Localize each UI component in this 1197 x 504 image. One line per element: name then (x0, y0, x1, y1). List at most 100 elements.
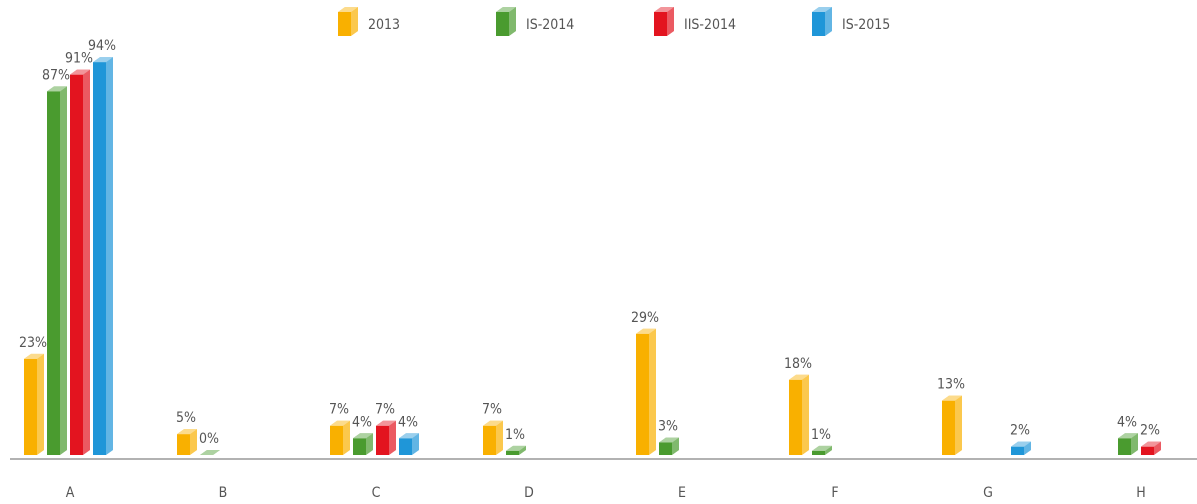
bar-front (1118, 438, 1131, 455)
bar-side (825, 7, 832, 36)
bar-side (60, 86, 67, 455)
bar (483, 420, 503, 455)
bar-side (190, 429, 197, 455)
bar-top-shade (483, 420, 503, 426)
bar-side (955, 395, 962, 455)
bar-side-shade (343, 420, 350, 455)
bar (659, 437, 679, 455)
bar-side (389, 420, 396, 455)
bar-front (1011, 446, 1024, 455)
bar-front (353, 438, 366, 455)
bar-top-shade (200, 450, 220, 455)
bar-side-shade (190, 429, 197, 455)
legend-label: IS-2015 (842, 17, 890, 33)
bar-side-shade (955, 395, 962, 455)
bar-top-shade (47, 86, 67, 92)
bar (70, 69, 90, 456)
x-tick-label: C (372, 485, 381, 501)
value-label: 23% (19, 335, 47, 351)
bar-side-shade (366, 433, 373, 455)
bar (353, 433, 373, 455)
bar-top-shade (942, 395, 962, 401)
bar-front (70, 74, 83, 456)
bar-front (812, 12, 825, 36)
bar (399, 433, 419, 455)
bar (789, 374, 809, 455)
bar-side-shade (106, 57, 113, 455)
x-tick-label: F (831, 485, 838, 501)
bar-front (636, 333, 649, 455)
bar-front (496, 12, 509, 36)
bar-side (672, 437, 679, 455)
x-tick-label: A (66, 485, 75, 501)
value-label: 7% (482, 402, 502, 418)
bar-side-shade (825, 7, 832, 36)
bar-top-shade (812, 7, 832, 12)
bar-top-shade (654, 7, 674, 12)
value-label: 0% (199, 431, 219, 447)
bar-side (343, 420, 350, 455)
bar-front (1141, 446, 1154, 455)
bar-side (1131, 433, 1138, 455)
bar (93, 57, 113, 455)
bar (636, 328, 656, 455)
bar-side-shade (83, 69, 90, 456)
bar-front (399, 438, 412, 455)
bar-side (106, 57, 113, 455)
bar-front (654, 12, 667, 36)
bar-side (649, 328, 656, 455)
bar-side-shade (389, 420, 396, 455)
bar-side (366, 433, 373, 455)
bar-side-shade (1024, 441, 1031, 455)
bar-side-shade (496, 420, 503, 455)
bar-side-shade (37, 353, 44, 455)
bar-front (177, 434, 190, 455)
bar-top-shade (636, 328, 656, 334)
bar-side (825, 445, 832, 455)
value-label: 18% (784, 356, 812, 372)
x-tick-label: G (983, 485, 993, 501)
bar (330, 420, 350, 455)
bar-front (506, 450, 519, 455)
bar-top-shade (399, 433, 419, 439)
bar (47, 86, 67, 455)
bar-side (509, 7, 516, 36)
value-label: 4% (1117, 414, 1137, 430)
bar (24, 353, 44, 455)
value-label: 1% (811, 427, 831, 443)
value-label: 5% (176, 410, 196, 426)
legend-icon (654, 7, 674, 36)
value-label: 3% (658, 418, 678, 434)
bar-side (351, 7, 358, 36)
bar-front (338, 12, 351, 36)
bar-top-shade (1118, 433, 1138, 439)
bar-side (1024, 441, 1031, 455)
bar-front (942, 400, 955, 455)
bar-front (376, 425, 389, 455)
bar-top-shade (1141, 441, 1161, 447)
value-label: 29% (631, 310, 659, 326)
bar-front (24, 358, 37, 455)
value-label: 2% (1140, 423, 1160, 439)
bar-side (496, 420, 503, 455)
value-label: 7% (329, 402, 349, 418)
bar-front (483, 425, 496, 455)
bar-top-shade (506, 445, 526, 451)
bar-top-shade (338, 7, 358, 12)
legend-icon (338, 7, 358, 36)
bar-front (659, 442, 672, 455)
bar-side-shade (509, 7, 516, 36)
bar-top-shade (1011, 441, 1031, 447)
value-label: 2% (1010, 423, 1030, 439)
legend-icon (812, 7, 832, 36)
bar-top-shade (789, 374, 809, 380)
bar-top-shade (177, 429, 197, 435)
value-label: 91% (65, 51, 93, 67)
bar-side (412, 433, 419, 455)
value-label: 94% (88, 38, 116, 54)
bar-front (789, 379, 802, 455)
bar-top-shade (496, 7, 516, 12)
x-tick-label: H (1136, 485, 1145, 501)
bar-side-shade (519, 445, 526, 455)
